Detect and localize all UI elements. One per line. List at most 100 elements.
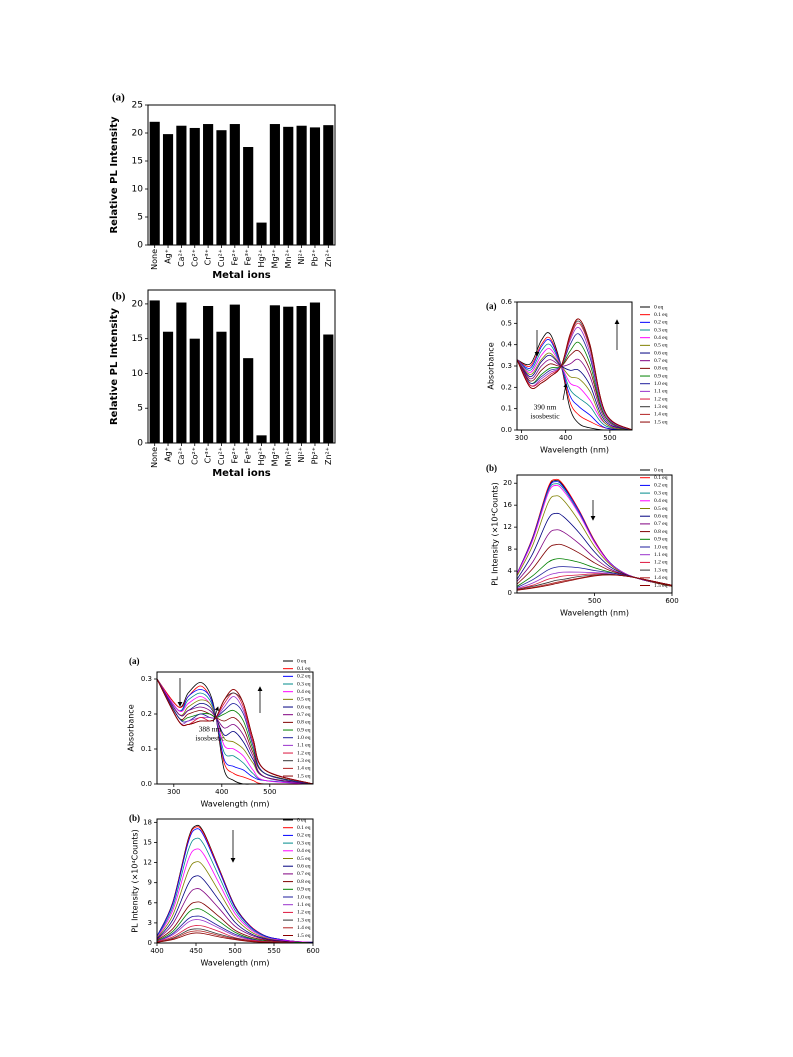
figure-panel: (a) Relative PL Intensity Metal ions 0 5 10 15… <box>109 92 336 281</box>
bar <box>283 306 294 443</box>
legend-label: 1.5 eq <box>654 583 668 589</box>
legend-label: 0.8 eq <box>654 529 668 535</box>
legend-label: 0.2 eq <box>297 674 311 680</box>
x-tick-label: 550 <box>267 947 280 955</box>
panel-label: (b) <box>129 813 140 823</box>
bar <box>296 125 307 245</box>
x-tick-label: Cu²⁺ <box>217 447 226 465</box>
y-tick-label: 5 <box>137 404 143 414</box>
spectrum-line <box>156 678 314 785</box>
y-tick-label: 25 <box>132 101 143 111</box>
spectrum-line <box>156 678 314 785</box>
y-tick-label: 0.2 <box>501 383 512 391</box>
legend-label: 1.3 eq <box>297 758 311 764</box>
x-tick-label: Co²⁺ <box>190 447 199 465</box>
legend-label: 1.1 eq <box>297 902 311 908</box>
y-tick-label: 0.3 <box>501 362 512 370</box>
spectrum-line <box>156 930 314 944</box>
bar <box>189 338 200 443</box>
plot-frame <box>516 301 633 431</box>
x-tick-label: Ag⁺ <box>164 447 173 462</box>
x-tick-label: None <box>150 249 159 270</box>
annotation-arrow <box>212 706 219 723</box>
bar <box>283 126 294 245</box>
y-axis-label: PL Intensity (×10⁴Counts) <box>491 482 500 585</box>
y-tick-label: 0.4 <box>501 341 513 349</box>
spectrum-line <box>516 358 633 431</box>
legend-label: 0.1 eq <box>297 825 311 831</box>
bar <box>269 305 280 443</box>
spectrum-line <box>516 341 633 431</box>
legend-label: 1.3 eq <box>654 404 668 410</box>
y-tick-label: 0 <box>137 439 143 449</box>
bar <box>189 127 200 245</box>
y-tick-label: 3 <box>148 919 152 927</box>
spectrum-line <box>516 354 633 431</box>
bar <box>162 331 174 443</box>
x-tick-label: Fe²⁺ <box>230 249 239 266</box>
y-axis-label: PL Intensity (×10⁴Counts) <box>131 829 140 932</box>
y-tick-label: 5 <box>137 213 143 223</box>
x-tick-label: Ag⁺ <box>164 249 173 264</box>
x-tick-label: Ni²⁺ <box>297 249 306 265</box>
bar <box>256 435 267 443</box>
legend-label: 1.5 eq <box>297 773 311 779</box>
x-tick-label: None <box>150 447 159 468</box>
legend-label: 1.5 eq <box>297 933 311 939</box>
y-tick-label: 12 <box>503 523 512 531</box>
y-tick-label: 0.6 <box>501 298 513 306</box>
legend-label: 0.9 eq <box>654 373 668 379</box>
x-tick-label: 500 <box>263 788 276 796</box>
annotation-arrow <box>562 383 568 401</box>
x-tick-label: 500 <box>588 597 601 605</box>
legend-label: 0.4 eq <box>297 848 311 854</box>
x-tick-label: Mn²⁺ <box>284 447 293 466</box>
x-tick-label: Zn²⁺ <box>324 249 333 267</box>
legend-label: 0.8 eq <box>297 720 311 726</box>
y-tick-label: 10 <box>132 185 144 195</box>
x-tick-label: Fe³⁺ <box>244 447 253 464</box>
x-tick-label: Pb²⁺ <box>310 249 319 266</box>
y-tick-label: 0 <box>137 241 143 251</box>
spectrum-line <box>156 678 314 785</box>
legend-label: 1.3 eq <box>654 567 668 573</box>
bar <box>203 305 214 443</box>
x-tick-label: 500 <box>603 434 616 442</box>
spectrum-line <box>516 318 633 431</box>
legend-label: 1.0 eq <box>297 735 311 741</box>
legend-label: 1.1 eq <box>654 389 668 395</box>
x-tick-label: 600 <box>665 597 678 605</box>
y-axis-label: Relative PL Intensity <box>109 116 120 234</box>
figure-panel: (a) Absorbance Wavelength (nm) 0.0 0.1 0.2 0.3… <box>127 656 314 809</box>
legend-label: 1.3 eq <box>297 917 311 923</box>
legend-label: 0 eq <box>297 658 307 664</box>
y-tick-label: 9 <box>148 879 152 887</box>
spectrum-line <box>516 349 633 431</box>
legend-label: 0.7 eq <box>654 521 668 527</box>
legend-label: 0.5 eq <box>297 856 311 862</box>
legend-label: 1.4 eq <box>297 766 311 772</box>
spectrum-line <box>516 333 633 431</box>
panel-label: (b) <box>486 463 497 473</box>
bar <box>203 124 214 245</box>
y-tick-label: 12 <box>143 859 152 867</box>
annotation: isosbestic <box>195 734 225 743</box>
x-tick-label: 400 <box>559 434 572 442</box>
bar <box>229 304 240 443</box>
legend-label: 1.1 eq <box>654 552 668 558</box>
x-tick-label: 400 <box>215 788 228 796</box>
spectrum-line <box>156 678 314 785</box>
legend-label: 1.2 eq <box>654 396 668 402</box>
spectrum-line <box>516 348 633 431</box>
bar <box>256 222 267 245</box>
plot-frame <box>156 818 314 944</box>
bar <box>296 305 307 443</box>
x-tick-label: Cr³⁺ <box>204 249 213 265</box>
y-tick-label: 15 <box>132 157 143 167</box>
bar <box>229 124 240 245</box>
legend-label: 1.0 eq <box>297 894 311 900</box>
legend-label: 0.6 eq <box>297 863 311 869</box>
legend-label: 0.9 eq <box>654 537 668 543</box>
y-tick-label: 6 <box>148 899 153 907</box>
y-tick-label: 20 <box>132 129 144 139</box>
